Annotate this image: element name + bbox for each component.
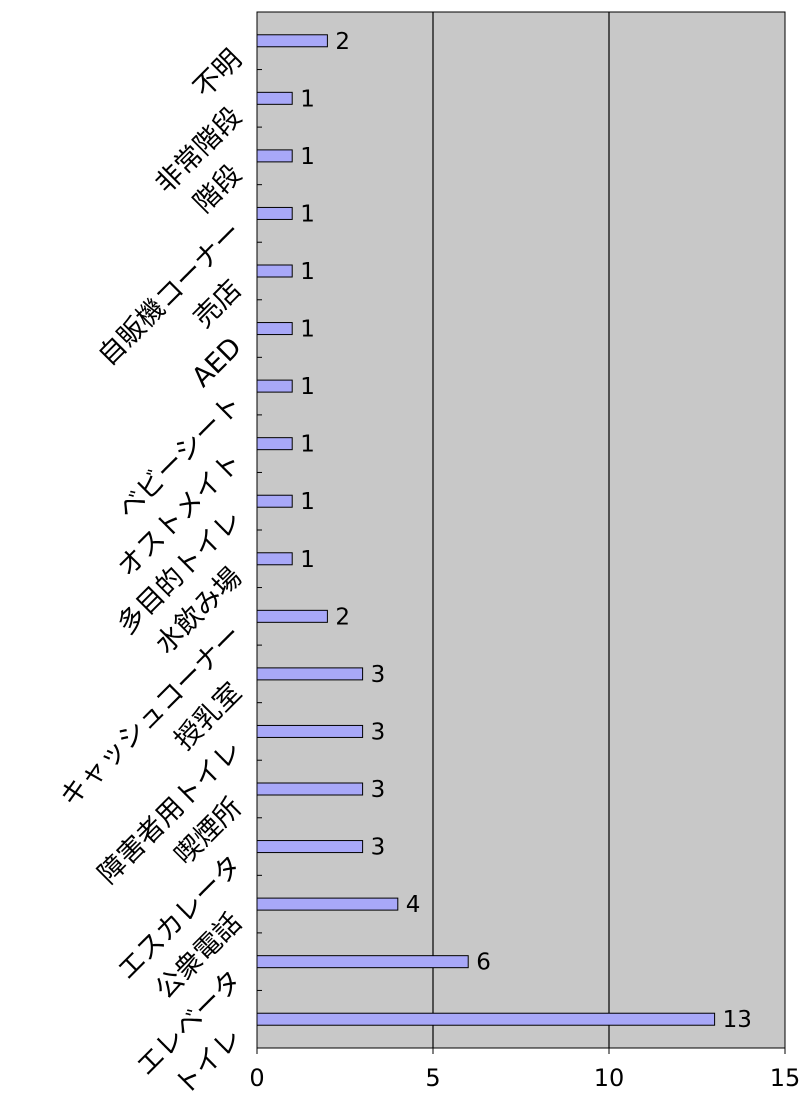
data-label: 4	[406, 892, 421, 918]
category-label: 不明	[188, 44, 248, 104]
data-label: 2	[335, 604, 350, 630]
bar	[256, 840, 364, 854]
bar	[256, 782, 364, 796]
x-tick-label: 10	[594, 1064, 625, 1092]
category-label: AED	[186, 332, 248, 394]
x-tick-label: 0	[249, 1064, 264, 1092]
bar	[256, 609, 328, 623]
bar	[256, 437, 293, 451]
data-label: 13	[723, 1007, 752, 1033]
bar	[256, 667, 364, 681]
plot-area	[256, 11, 786, 1049]
bar	[256, 724, 364, 738]
data-label: 1	[300, 86, 315, 112]
bar	[256, 34, 328, 48]
x-tick-label: 5	[425, 1064, 440, 1092]
data-label: 1	[300, 489, 315, 515]
data-label: 3	[371, 719, 386, 745]
x-tick-label: 15	[770, 1064, 801, 1092]
data-label: 3	[371, 662, 386, 688]
data-label: 1	[300, 317, 315, 343]
bar	[256, 206, 293, 220]
data-label: 3	[371, 777, 386, 803]
bar	[256, 897, 399, 911]
data-label: 1	[300, 144, 315, 170]
data-label: 1	[300, 201, 315, 227]
data-label: 2	[335, 29, 350, 55]
bar	[256, 264, 293, 278]
data-label: 3	[371, 835, 386, 861]
bar	[256, 149, 293, 163]
bar	[256, 494, 293, 508]
data-label: 1	[300, 259, 315, 285]
bar	[256, 1012, 716, 1026]
bar	[256, 955, 469, 969]
data-label: 1	[300, 432, 315, 458]
bar	[256, 379, 293, 393]
bar	[256, 552, 293, 566]
data-label: 6	[476, 950, 491, 976]
bar	[256, 91, 293, 105]
data-label: 1	[300, 374, 315, 400]
data-label: 1	[300, 547, 315, 573]
bar	[256, 322, 293, 336]
